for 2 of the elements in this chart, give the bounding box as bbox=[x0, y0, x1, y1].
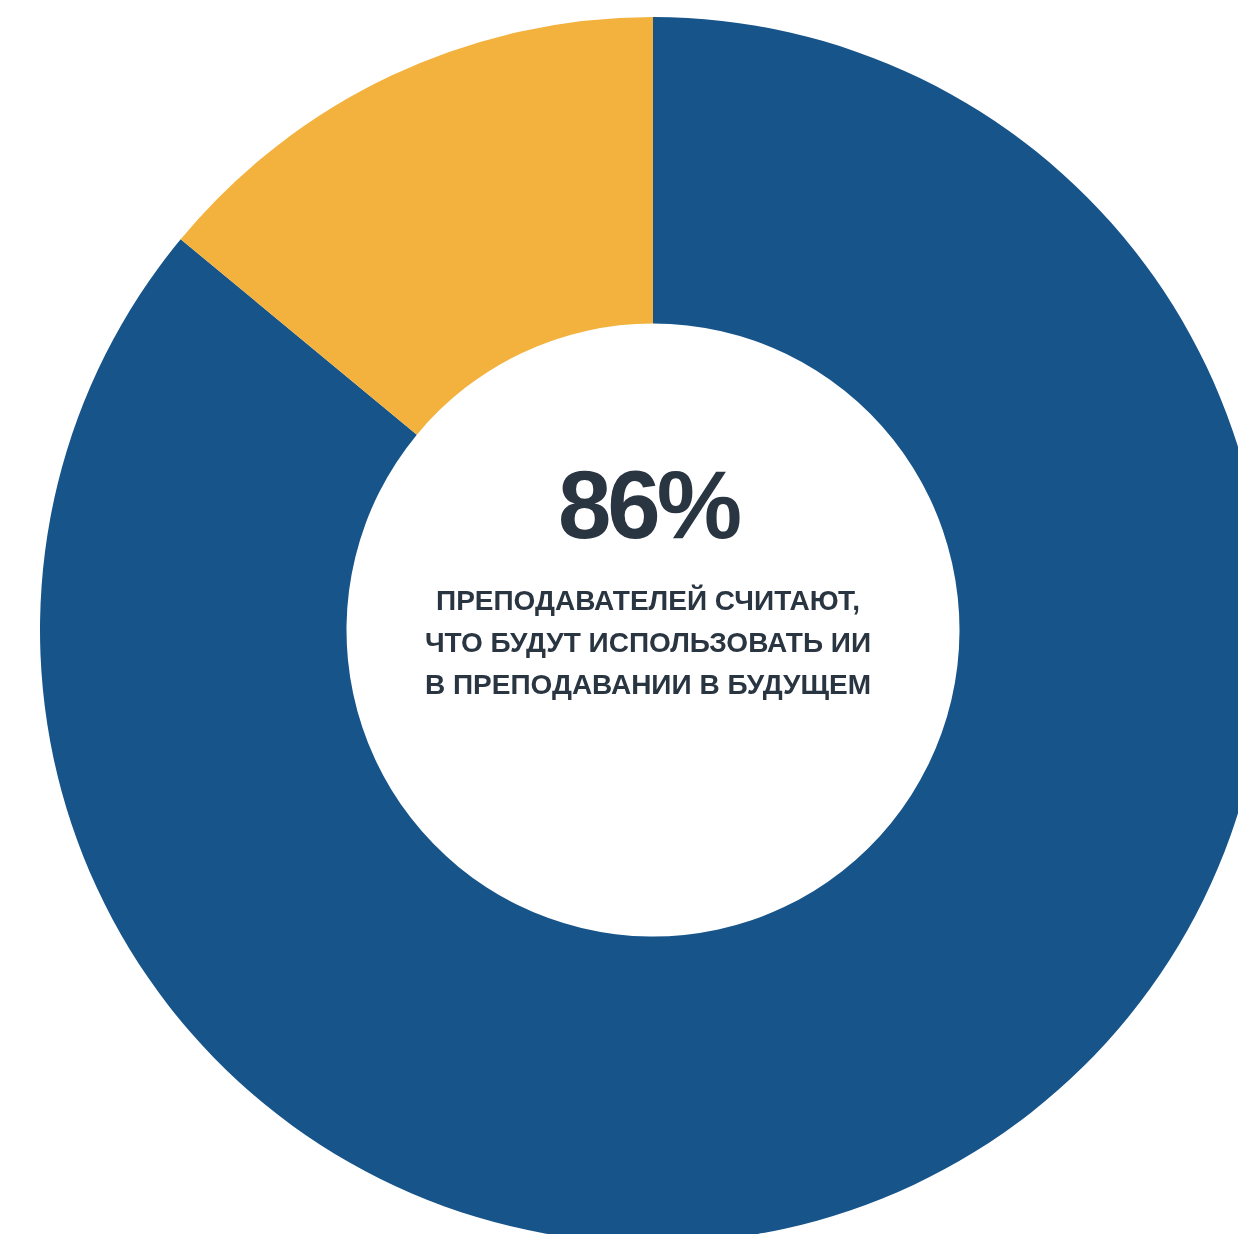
text: ПРЕПОДАВАТЕЛЕЙ СЧИТАЮТ, ЧТО БУДУТ ИСПОЛЬЗОВАТЬ ИИ В ПРЕПОДАВАНИИ В БУДУЩЕМ bbox=[423, 583, 873, 702]
data-label: 86% bbox=[556, 450, 740, 560]
